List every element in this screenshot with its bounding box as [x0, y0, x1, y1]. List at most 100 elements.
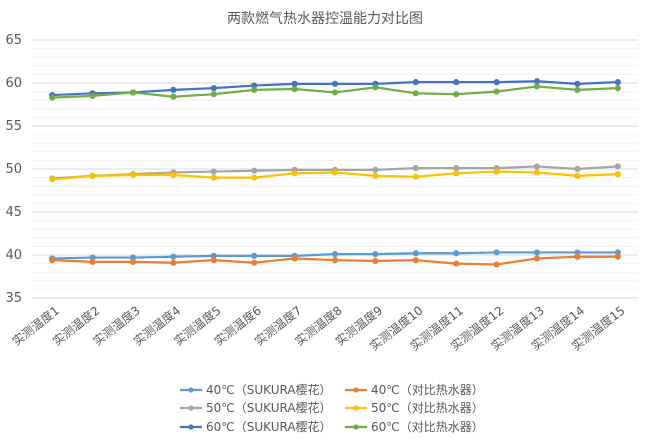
legend-swatch-marker	[353, 424, 359, 430]
data-point	[170, 86, 177, 93]
data-point	[614, 79, 621, 86]
data-point	[372, 257, 379, 265]
data-point	[331, 89, 339, 96]
data-point	[533, 163, 541, 170]
data-point	[129, 258, 137, 265]
data-point	[574, 165, 581, 173]
data-point	[453, 79, 460, 86]
data-point	[412, 90, 419, 97]
y-tick-label: 60	[5, 76, 22, 91]
data-point	[533, 83, 541, 90]
data-point	[493, 249, 500, 256]
data-point	[412, 257, 419, 264]
legend-label: 60℃（对比热水器）	[371, 420, 484, 434]
data-point	[614, 171, 621, 178]
y-tick-label: 35	[5, 291, 22, 306]
data-point	[533, 255, 541, 262]
data-point	[372, 251, 379, 258]
y-tick-label: 55	[5, 119, 22, 134]
legend-label: 50℃（对比热水器）	[371, 401, 484, 415]
legend-item: 50℃（SUKURA樱花）	[180, 400, 332, 415]
legend-item: 50℃（对比热水器）	[345, 401, 484, 415]
data-point	[372, 172, 379, 179]
legend-swatch-marker	[353, 387, 359, 393]
gridlines	[32, 39, 638, 299]
data-point	[574, 253, 581, 260]
data-point	[453, 250, 460, 257]
legend-label: 60℃（SUKURA樱花）	[206, 419, 332, 434]
series-6	[49, 83, 621, 101]
legend-label: 40℃（对比热水器）	[371, 383, 484, 397]
data-point	[453, 91, 460, 98]
data-point	[412, 79, 419, 86]
series-layer	[49, 78, 621, 268]
data-point	[574, 172, 581, 179]
data-point	[533, 169, 541, 176]
data-point	[493, 261, 500, 268]
legend: 40℃（SUKURA樱花） 40℃（对比热水器） 50℃（SUKURA樱花） 50℃（…	[180, 382, 484, 434]
data-point	[453, 170, 460, 177]
data-point	[372, 166, 379, 173]
data-point	[210, 257, 217, 264]
legend-label: 50℃（SUKURA樱花）	[206, 400, 332, 415]
y-tick-label: 45	[5, 205, 22, 220]
series-2	[49, 253, 621, 268]
data-point	[89, 172, 96, 179]
data-point	[533, 249, 541, 256]
data-point	[170, 259, 177, 266]
legend-label: 40℃（SUKURA樱花）	[206, 382, 332, 397]
legend-swatch-marker	[188, 387, 194, 393]
data-point	[170, 253, 177, 260]
data-point	[170, 171, 177, 179]
data-point	[291, 170, 298, 177]
legend-item: 60℃（对比热水器）	[345, 420, 484, 434]
data-point	[291, 80, 298, 87]
data-point	[412, 173, 419, 180]
data-point	[331, 80, 339, 87]
data-point	[129, 89, 137, 96]
data-point	[533, 78, 541, 85]
data-point	[210, 174, 217, 181]
y-tick-label: 50	[5, 162, 22, 177]
data-point	[291, 255, 298, 262]
data-point	[210, 85, 217, 92]
data-point	[210, 168, 217, 175]
data-point	[129, 171, 137, 179]
data-point	[453, 165, 460, 172]
data-point	[614, 85, 621, 92]
legend-item: 40℃（对比热水器）	[345, 383, 484, 397]
data-point	[574, 80, 581, 87]
legend-swatch-marker	[188, 424, 194, 430]
data-point	[574, 86, 581, 93]
data-point	[251, 86, 258, 93]
data-point	[453, 260, 460, 267]
data-point	[493, 168, 500, 175]
data-point	[49, 94, 56, 101]
data-point	[412, 250, 419, 257]
data-point	[49, 176, 56, 183]
data-point	[331, 251, 339, 258]
data-point	[210, 91, 217, 98]
data-point	[331, 169, 339, 176]
series-4	[49, 168, 621, 183]
data-point	[614, 163, 621, 170]
data-point	[89, 92, 96, 100]
data-point	[251, 174, 258, 181]
series-1	[49, 249, 621, 262]
data-point	[251, 259, 258, 266]
data-point	[291, 85, 298, 93]
x-axis-ticks: 实测温度1实测温度2实测温度3实测温度4实测温度5实测温度6实测温度7实测温度8…	[9, 303, 628, 354]
data-point	[372, 84, 379, 91]
legend-swatch-marker	[188, 405, 194, 411]
data-point	[251, 167, 258, 174]
data-point	[412, 165, 419, 172]
legend-item: 60℃（SUKURA樱花）	[180, 419, 332, 434]
legend-swatch-marker	[353, 405, 359, 411]
data-point	[170, 93, 177, 100]
data-point	[331, 257, 339, 264]
y-axis-ticks: 35 40 45 50 55 60 65	[5, 33, 22, 306]
data-point	[493, 79, 500, 86]
data-point	[251, 252, 258, 259]
chart-title: 两款燃气热水器控温能力对比图	[227, 10, 423, 27]
